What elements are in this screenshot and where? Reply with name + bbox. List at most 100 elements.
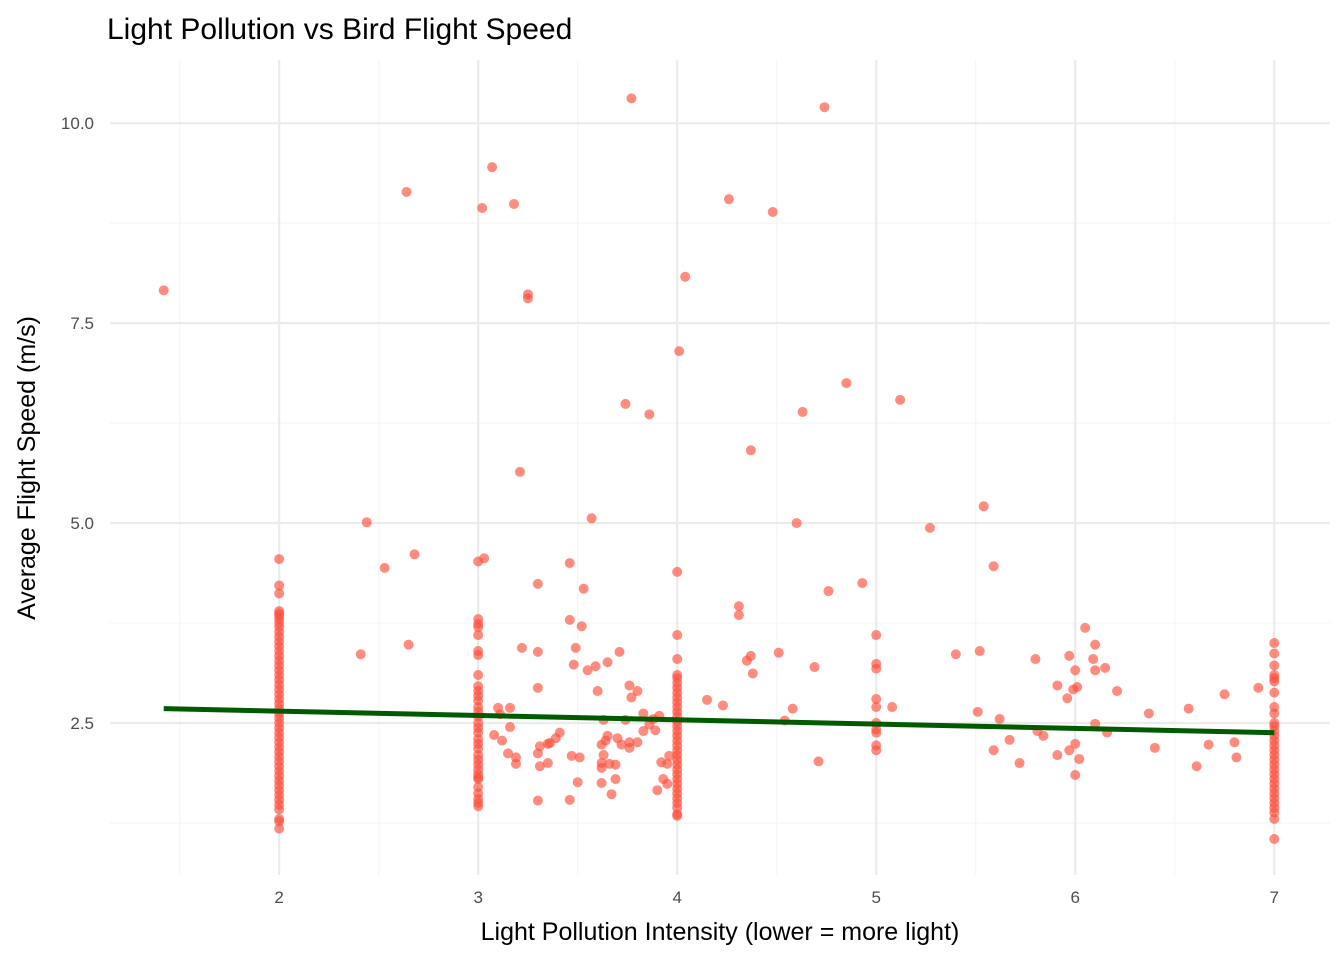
data-point [950, 649, 961, 660]
y-tick-label: 2.5 [70, 714, 94, 733]
data-point [1269, 814, 1280, 825]
x-tick-label: 5 [871, 888, 880, 907]
data-point [586, 513, 597, 524]
y-axis-title: Average Flight Speed (m/s) [13, 316, 41, 620]
data-point [809, 662, 820, 673]
data-point [614, 646, 625, 657]
data-point [516, 642, 527, 653]
data-point [1090, 665, 1101, 676]
data-point [632, 737, 643, 748]
data-point [532, 578, 543, 589]
data-point [871, 694, 882, 705]
data-points [158, 93, 1280, 845]
x-tick-label: 4 [672, 888, 681, 907]
data-point [477, 202, 488, 213]
data-point [1143, 708, 1154, 719]
data-point [610, 759, 621, 770]
data-point [1052, 680, 1063, 691]
data-point [1269, 708, 1280, 719]
data-point [819, 102, 830, 113]
data-point [566, 750, 577, 761]
data-point [274, 580, 285, 591]
data-point [534, 761, 545, 772]
data-point [741, 655, 752, 666]
data-point [672, 566, 683, 577]
data-point [503, 748, 514, 759]
data-point [662, 758, 673, 769]
data-point [570, 642, 581, 653]
data-point [473, 630, 484, 641]
data-point [717, 700, 728, 711]
data-point [564, 794, 575, 805]
data-point [626, 692, 637, 703]
data-point [672, 654, 683, 665]
y-tick-labels: 2.5 5.0 7.5 10.0 [61, 114, 94, 733]
data-point [1269, 638, 1280, 649]
data-point [564, 614, 575, 625]
data-point [823, 586, 834, 597]
data-point [606, 789, 617, 800]
data-point [576, 621, 587, 632]
data-point [1183, 703, 1194, 714]
data-point [473, 622, 484, 633]
x-tick-label: 7 [1270, 888, 1279, 907]
data-point [1269, 676, 1280, 687]
data-point [747, 668, 758, 679]
data-point [787, 703, 798, 714]
y-tick-label: 7.5 [70, 314, 94, 333]
data-point [532, 795, 543, 806]
data-point [505, 702, 516, 713]
data-point [1064, 650, 1075, 661]
data-point [994, 714, 1005, 725]
data-point [624, 680, 635, 691]
data-point [1070, 770, 1081, 781]
data-point [895, 394, 906, 405]
x-tick-label: 6 [1071, 888, 1080, 907]
data-point [680, 271, 691, 282]
data-point [887, 702, 898, 713]
data-point [1062, 693, 1073, 704]
data-point [509, 198, 520, 209]
data-point [871, 630, 882, 641]
data-point [409, 549, 420, 560]
data-point [274, 816, 285, 827]
data-point [401, 186, 412, 197]
data-point [1030, 654, 1041, 665]
data-point [361, 517, 372, 528]
data-point [978, 501, 989, 512]
data-point [974, 646, 985, 657]
data-point [1191, 761, 1202, 772]
data-point [632, 686, 643, 697]
data-point [274, 823, 285, 834]
data-point [532, 748, 543, 759]
data-point [871, 727, 882, 738]
data-point [572, 777, 583, 788]
data-point [578, 583, 589, 594]
data-point [542, 758, 553, 769]
data-point [1269, 648, 1280, 659]
data-point [489, 730, 500, 741]
data-point [1038, 730, 1049, 741]
data-point [1269, 687, 1280, 698]
data-point [672, 630, 683, 641]
data-point [1070, 665, 1081, 676]
data-point [568, 659, 579, 670]
data-point [972, 706, 983, 717]
data-point [602, 657, 613, 668]
data-point [644, 409, 655, 420]
data-point [638, 708, 649, 719]
data-point [620, 398, 631, 409]
data-point [522, 293, 533, 304]
data-point [379, 562, 390, 573]
data-point [592, 686, 603, 697]
major-gridlines [110, 60, 1330, 875]
data-point [638, 726, 649, 737]
data-point [733, 601, 744, 612]
data-point [1229, 737, 1240, 748]
data-point [473, 670, 484, 681]
data-point [841, 378, 852, 389]
data-point [723, 194, 734, 205]
data-point [274, 554, 285, 565]
data-point [813, 756, 824, 767]
y-tick-label: 10.0 [61, 114, 94, 133]
